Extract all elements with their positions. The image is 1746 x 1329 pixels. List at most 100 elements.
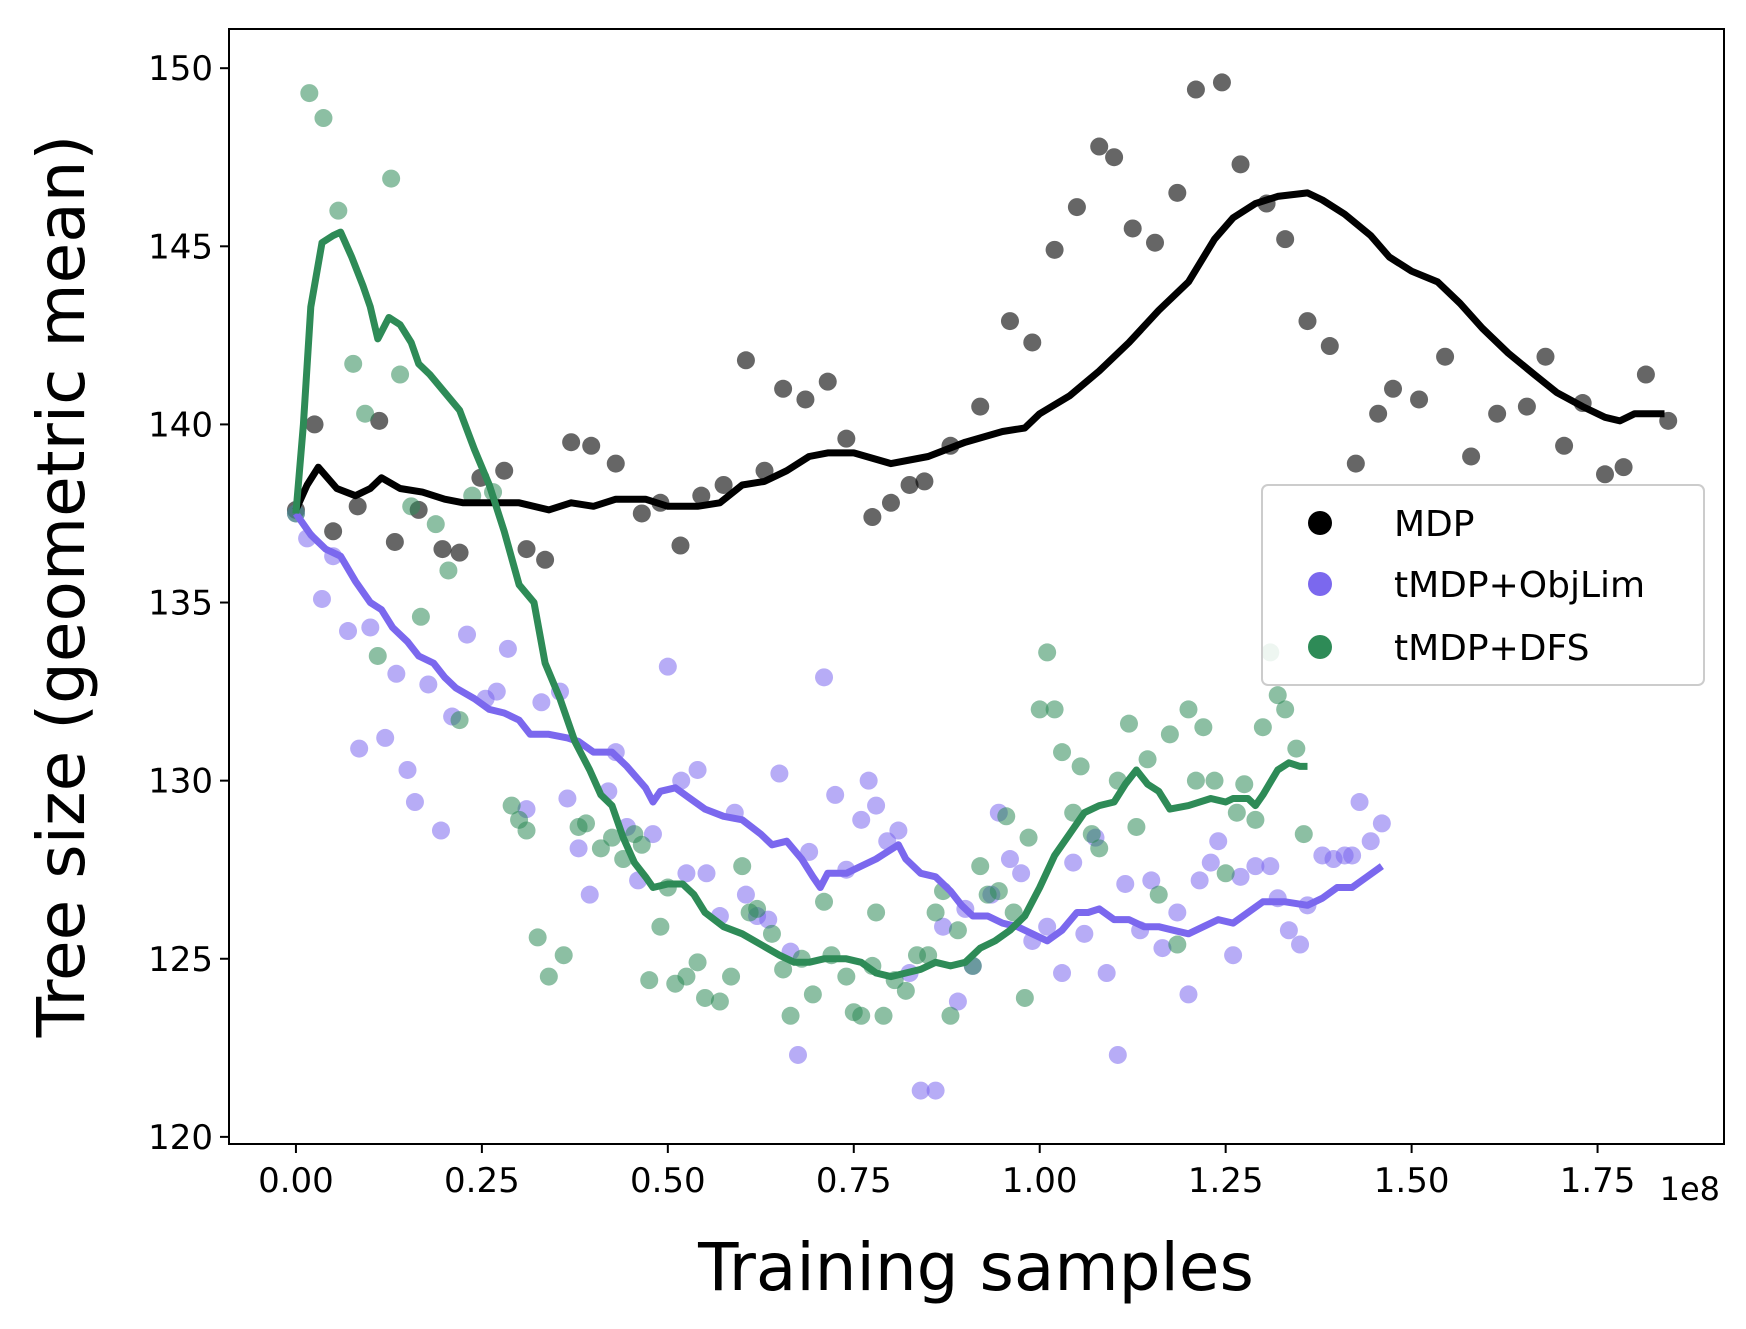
data-point-tmdp-objlim [419, 675, 438, 694]
data-point-mdp [606, 454, 625, 473]
data-point-mdp [881, 493, 900, 512]
data-point-mdp [1636, 365, 1655, 384]
data-point-mdp [1555, 436, 1574, 455]
data-point-tmdp-dfs [941, 1006, 960, 1025]
data-point-mdp [863, 508, 882, 527]
data-point-tmdp-objlim [1142, 871, 1161, 890]
data-point-tmdp-dfs [1160, 725, 1179, 744]
data-point-tmdp-objlim [1291, 935, 1310, 954]
data-point-mdp [1276, 230, 1295, 249]
x-tick-label: 0.25 [444, 1161, 520, 1201]
data-point-mdp [714, 475, 733, 494]
data-point-mdp [324, 522, 343, 541]
data-point-tmdp-dfs [539, 967, 558, 986]
data-point-tmdp-objlim [788, 1045, 807, 1064]
data-point-tmdp-dfs [677, 967, 696, 986]
data-point-tmdp-objlim [736, 885, 755, 904]
y-axis: 120 125 130 135 140 145 150 [148, 49, 229, 1158]
legend-marker-tmdp-dfs [1308, 635, 1332, 659]
data-point-tmdp-objlim [361, 618, 380, 637]
data-point-mdp [1090, 137, 1109, 156]
data-point-tmdp-objlim [677, 864, 696, 883]
data-point-tmdp-objlim [1168, 903, 1187, 922]
trend-layer [292, 189, 1665, 981]
data-point-mdp [837, 429, 856, 448]
data-point-tmdp-objlim [1224, 946, 1243, 965]
data-point-tmdp-dfs [1205, 771, 1224, 790]
data-point-tmdp-objlim [1116, 874, 1135, 893]
data-point-tmdp-objlim [1190, 871, 1209, 890]
data-point-tmdp-objlim [911, 1081, 930, 1100]
data-point-tmdp-objlim [800, 842, 819, 861]
data-point-tmdp-dfs [852, 1006, 871, 1025]
data-point-tmdp-dfs [1127, 817, 1146, 836]
data-point-tmdp-objlim [770, 764, 789, 783]
data-point-mdp [562, 433, 581, 452]
data-point-mdp [517, 540, 536, 559]
x-axis-title: Training samples [697, 1229, 1254, 1306]
data-point-tmdp-objlim [688, 760, 707, 779]
series-points-mdp [286, 73, 1678, 569]
data-point-tmdp-objlim [1108, 1045, 1127, 1064]
data-point-tmdp-objlim [1343, 846, 1362, 865]
data-point-tmdp-dfs [837, 967, 856, 986]
data-point-tmdp-objlim [1372, 814, 1391, 833]
data-point-tmdp-objlim [859, 771, 878, 790]
data-point-tmdp-dfs [748, 899, 767, 918]
trend-line-tmdp-dfs [292, 228, 1308, 981]
data-point-tmdp-dfs [1019, 828, 1038, 847]
data-point-tmdp-dfs [402, 497, 421, 516]
data-point-tmdp-objlim [1209, 832, 1228, 851]
data-point-tmdp-objlim [376, 728, 395, 747]
data-point-tmdp-objlim [759, 910, 778, 929]
data-point-tmdp-dfs [971, 857, 990, 876]
data-point-mdp [1595, 465, 1614, 484]
legend: MDP tMDP+ObjLim tMDP+DFS [1261, 484, 1705, 686]
data-point-tmdp-objlim [1261, 857, 1280, 876]
data-point-tmdp-objlim [532, 693, 551, 712]
data-point-mdp [348, 497, 367, 516]
plot-area [286, 73, 1678, 1100]
data-point-tmdp-dfs [1268, 686, 1287, 705]
data-point-mdp [1212, 73, 1231, 92]
data-point-tmdp-dfs [896, 981, 915, 1000]
data-point-tmdp-dfs [803, 985, 822, 1004]
data-point-mdp [1298, 312, 1317, 331]
axes-frame [228, 28, 1725, 1145]
data-point-tmdp-dfs [1149, 885, 1168, 904]
data-point-tmdp-objlim [1153, 939, 1172, 958]
data-point-mdp [433, 540, 452, 559]
data-point-tmdp-dfs [382, 169, 401, 188]
data-point-tmdp-objlim [1361, 832, 1380, 851]
data-point-tmdp-dfs [356, 404, 375, 423]
data-point-mdp [450, 543, 469, 562]
y-tick-label: 120 [148, 1118, 213, 1158]
data-point-mdp [1614, 458, 1633, 477]
data-point-mdp [1462, 447, 1481, 466]
data-point-tmdp-objlim [867, 796, 886, 815]
data-point-tmdp-dfs [1090, 839, 1109, 858]
data-point-tmdp-dfs [874, 1006, 893, 1025]
data-point-mdp [1384, 379, 1403, 398]
data-point-tmdp-dfs [948, 921, 967, 940]
data-point-tmdp-objlim [1075, 924, 1094, 943]
data-point-tmdp-dfs [781, 1006, 800, 1025]
data-point-tmdp-dfs [1082, 825, 1101, 844]
data-point-tmdp-objlim [312, 589, 331, 608]
data-point-tmdp-dfs [926, 903, 945, 922]
y-axis-title: Tree size (geometric mean) [23, 135, 100, 1039]
data-point-tmdp-dfs [710, 992, 729, 1011]
data-point-tmdp-objlim [1097, 964, 1116, 983]
data-point-tmdp-objlim [458, 625, 477, 644]
data-point-tmdp-dfs [1194, 718, 1213, 737]
data-point-mdp [1186, 80, 1205, 99]
data-point-tmdp-dfs [344, 354, 363, 373]
data-point-tmdp-dfs [997, 807, 1016, 826]
data-point-tmdp-dfs [554, 946, 573, 965]
trend-line-mdp [292, 189, 1665, 514]
data-point-tmdp-dfs [1287, 739, 1306, 758]
data-point-tmdp-dfs [411, 607, 430, 626]
data-point-tmdp-objlim [815, 668, 834, 687]
legend-marker-tmdp-objlim [1308, 572, 1332, 596]
y-tick-label: 130 [148, 762, 213, 802]
